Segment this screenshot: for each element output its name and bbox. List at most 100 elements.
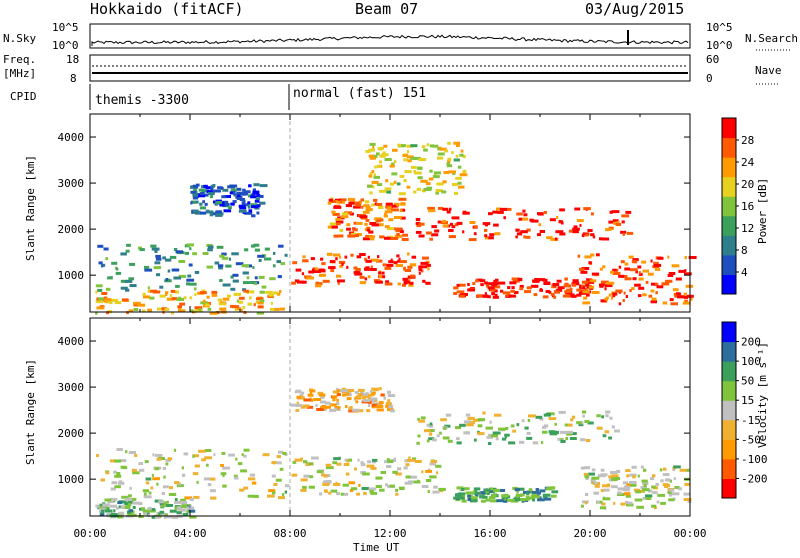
velocity-cell (551, 490, 559, 494)
velocity-cell (99, 505, 102, 509)
velocity-cell (484, 488, 491, 492)
power-cell (459, 283, 466, 287)
velocity-scatter-band-6 (290, 387, 396, 413)
power-cell (472, 282, 476, 285)
velocity-cell (560, 438, 563, 442)
power-cell (432, 175, 440, 179)
power-cell (418, 234, 425, 238)
power-cell (200, 301, 208, 305)
power-scatter-band-5 (415, 206, 634, 242)
power-cell (207, 245, 214, 249)
power-cell (610, 296, 614, 300)
velocity-cell (467, 420, 476, 424)
power-cell (256, 211, 260, 215)
power-cell (210, 187, 214, 191)
velocity-cell (126, 510, 132, 514)
velocity-cell (154, 453, 163, 457)
power-cell (315, 284, 322, 288)
velocity-cell (503, 499, 508, 503)
velocity-cell (316, 408, 325, 411)
power-cell (326, 252, 333, 256)
velocity-cell (220, 472, 227, 476)
power-cell (302, 259, 309, 263)
power-cell (256, 297, 264, 301)
power-cell (248, 209, 253, 213)
power-cell (356, 221, 363, 225)
power-cell (339, 228, 344, 232)
velocity-cell (480, 491, 487, 495)
power-cell (555, 237, 558, 241)
power-cell (224, 203, 230, 206)
power-cell (515, 235, 518, 239)
power-cell (510, 289, 515, 293)
power-cell (336, 222, 341, 226)
power-cell (600, 280, 609, 284)
velocity-cell (380, 471, 386, 474)
velocity-cell (235, 457, 238, 461)
power-cell (537, 212, 543, 216)
velocity-cell (456, 496, 465, 500)
power-cell (139, 248, 145, 252)
velocity-cell (247, 494, 256, 498)
velocity-cell (629, 480, 637, 484)
velocity-cell (389, 409, 395, 413)
velocity-cell (600, 468, 605, 472)
power-cell (492, 295, 499, 299)
velocity-cell (528, 488, 533, 492)
power-cell (248, 184, 252, 188)
power-cell (425, 182, 431, 186)
power-cell (386, 190, 392, 194)
power-cell (400, 208, 406, 212)
power-cell (546, 236, 553, 240)
power-cell (625, 210, 632, 214)
power-cell (602, 265, 606, 269)
velocity-cell (372, 458, 378, 462)
velocity-cell (170, 509, 173, 513)
power-cell (618, 274, 625, 278)
nsearch-tick-bottom: 10^0 (706, 39, 733, 52)
power-cell (364, 277, 368, 281)
power-cell (120, 252, 127, 256)
power-cell (346, 227, 351, 231)
velocity-cell (432, 438, 437, 442)
power-cell (550, 292, 554, 296)
power-cell (320, 257, 324, 261)
power-cell (368, 230, 374, 234)
power-cell (164, 258, 172, 262)
power-cell (608, 293, 612, 297)
velocity-cell (99, 503, 104, 507)
power-cell (509, 281, 517, 285)
power-cell (650, 300, 657, 304)
power-cell (427, 206, 435, 210)
power-cell (347, 234, 355, 238)
velocity-cell (551, 430, 558, 434)
power-cell (399, 230, 404, 234)
velocity-cell (313, 398, 322, 401)
velocity-cell (629, 473, 637, 477)
power-cell (650, 289, 655, 293)
velocity-cell (371, 403, 378, 407)
velocity-cell (514, 488, 520, 492)
velocity-cell (684, 482, 691, 486)
power-cell (457, 165, 462, 169)
power-cell (96, 306, 105, 310)
power-cell (253, 183, 260, 187)
power-cell (569, 287, 573, 291)
power-cell (391, 162, 395, 166)
power-cell (612, 272, 621, 275)
velocity-cell (165, 515, 173, 519)
power-cell (259, 195, 264, 198)
power-colorbar-segment (722, 118, 736, 139)
power-cell (398, 197, 407, 201)
power-cell (410, 144, 418, 148)
power-cell (492, 210, 498, 214)
power-cell (384, 158, 392, 161)
velocity-cell (186, 506, 190, 510)
velocity-scatter-band-2 (291, 456, 446, 496)
velocity-cell (633, 488, 640, 492)
velocity-cell (375, 405, 384, 408)
velocity-cell (642, 488, 650, 492)
power-cell (484, 281, 489, 285)
velocity-cell (489, 487, 494, 491)
power-cell (297, 280, 304, 284)
